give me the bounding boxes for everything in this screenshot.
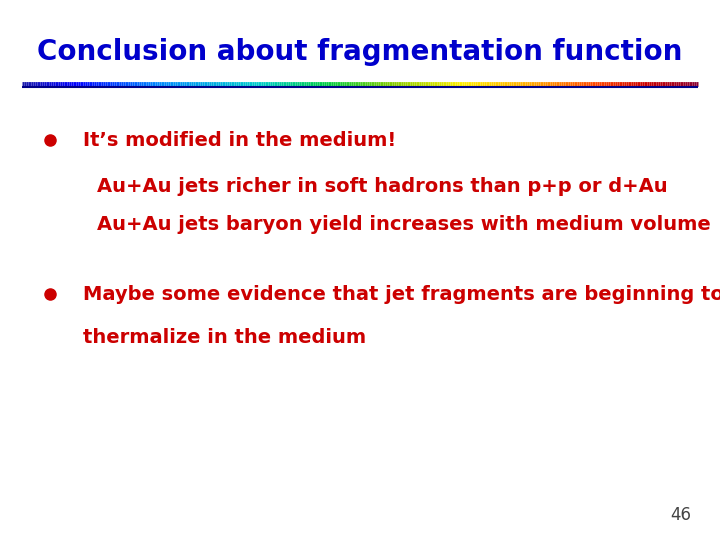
Text: Au+Au jets richer in soft hadrons than p+p or d+Au: Au+Au jets richer in soft hadrons than p…	[97, 177, 668, 196]
Text: Au+Au jets baryon yield increases with medium volume: Au+Au jets baryon yield increases with m…	[97, 214, 711, 234]
Text: 46: 46	[670, 506, 691, 524]
Text: Conclusion about fragmentation function: Conclusion about fragmentation function	[37, 38, 683, 66]
Text: Maybe some evidence that jet fragments are beginning to: Maybe some evidence that jet fragments a…	[83, 285, 720, 304]
Text: thermalize in the medium: thermalize in the medium	[83, 328, 366, 347]
Text: It’s modified in the medium!: It’s modified in the medium!	[83, 131, 396, 150]
